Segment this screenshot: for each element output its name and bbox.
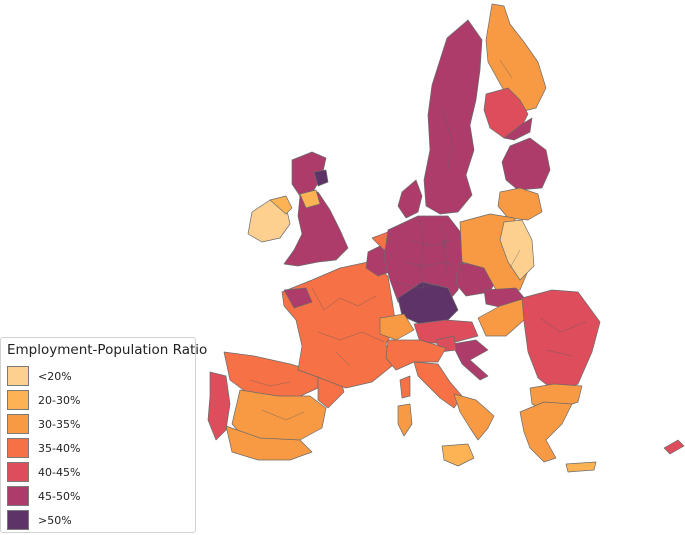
legend-rows: <20% 20-30% 30-35% 35-40% 40-45% 45-50% … <box>7 364 195 532</box>
legend-item: 30-35% <box>7 412 195 436</box>
legend: Employment-Population Ratio <20% 20-30% … <box>0 337 208 533</box>
legend-swatch <box>7 414 29 434</box>
legend-label: 40-45% <box>38 465 81 479</box>
legend-label: 35-40% <box>38 441 81 455</box>
region-aberdeen[interactable] <box>313 169 329 187</box>
legend-item: 35-40% <box>7 436 195 460</box>
region-northern-finland[interactable] <box>485 3 547 113</box>
legend-item: >50% <box>7 508 195 532</box>
legend-label: >50% <box>38 513 72 527</box>
legend-label: 30-35% <box>38 417 81 431</box>
legend-swatch <box>7 486 29 506</box>
legend-swatch <box>7 390 29 410</box>
legend-swatch <box>7 462 29 482</box>
region-eastern-poland[interactable] <box>499 219 535 281</box>
legend-title: Employment-Population Ratio <box>7 342 208 358</box>
legend-item: <20% <box>7 364 195 388</box>
region-portugal[interactable] <box>207 371 231 441</box>
region-france[interactable] <box>281 261 397 389</box>
region-switzerland[interactable] <box>379 313 415 341</box>
region-corsica[interactable] <box>397 403 413 437</box>
legend-label: 20-30% <box>38 393 81 407</box>
region-northern-spain[interactable] <box>223 351 319 401</box>
region-southern-italy[interactable] <box>453 393 495 441</box>
legend-item: 40-45% <box>7 460 195 484</box>
region-brittany[interactable] <box>283 287 313 309</box>
region-romania[interactable] <box>521 289 601 393</box>
region-england[interactable] <box>283 191 349 267</box>
legend-swatch <box>7 510 29 530</box>
region-cyprus[interactable] <box>663 439 685 455</box>
region-lithuania[interactable] <box>497 187 543 221</box>
internal-borders <box>249 59 587 421</box>
region-finland-south-coast[interactable] <box>503 117 533 141</box>
legend-swatch <box>7 366 29 386</box>
region-scottish-borders[interactable] <box>299 189 321 209</box>
legend-label: <20% <box>38 369 72 383</box>
region-norway-sweden[interactable] <box>423 19 483 215</box>
legend-swatch <box>7 438 29 458</box>
region-denmark[interactable] <box>397 179 423 219</box>
region-baltics[interactable] <box>501 137 551 191</box>
region-greece[interactable] <box>519 401 573 463</box>
region-central-italy[interactable] <box>413 361 463 409</box>
region-sardinia[interactable] <box>399 375 411 399</box>
legend-item: 45-50% <box>7 484 195 508</box>
legend-label: 45-50% <box>38 489 81 503</box>
region-northern-italy[interactable] <box>385 339 447 371</box>
region-sicily[interactable] <box>441 443 475 467</box>
region-croatia[interactable] <box>451 339 489 381</box>
region-andalusia[interactable] <box>225 425 313 461</box>
legend-item: 20-30% <box>7 388 195 412</box>
region-northern-ireland[interactable] <box>269 195 293 215</box>
region-crete[interactable] <box>565 461 597 473</box>
